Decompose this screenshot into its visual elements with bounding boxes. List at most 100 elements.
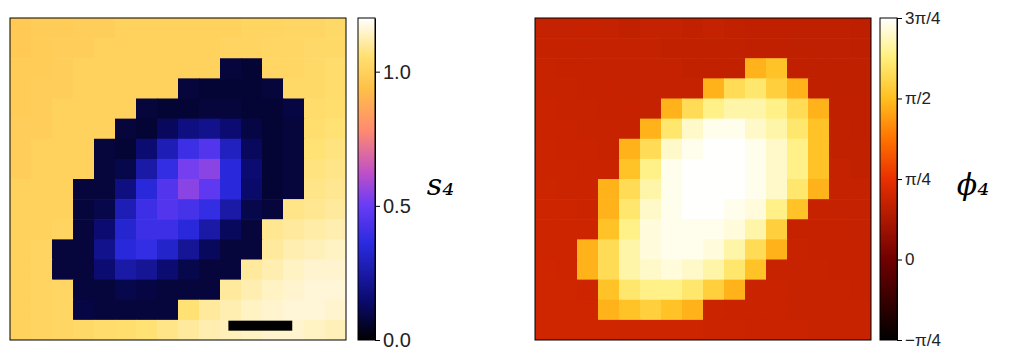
cell [94, 239, 116, 260]
cell [52, 78, 74, 99]
tick-label: −π/4 [905, 331, 941, 350]
cell [766, 239, 788, 260]
cell [682, 159, 704, 180]
cell [703, 18, 725, 39]
cell [661, 199, 683, 220]
cell [808, 139, 830, 160]
cell [850, 78, 871, 99]
cell [31, 300, 53, 321]
cell [199, 139, 221, 160]
cell [787, 260, 809, 281]
cell [31, 58, 53, 79]
colorbar-label: s₄ [427, 167, 454, 202]
cell [766, 99, 788, 120]
cell [325, 260, 346, 281]
cell [556, 18, 578, 39]
cell [157, 18, 179, 39]
cell [10, 260, 32, 281]
cells [535, 18, 871, 340]
cell [703, 219, 725, 240]
cell [220, 300, 242, 321]
cell [157, 78, 179, 99]
cell [157, 38, 179, 59]
cell [262, 300, 284, 321]
panel: −π/40π/4π/23π/4ϕ₄ [535, 9, 989, 350]
cell [262, 119, 284, 140]
cell [283, 179, 305, 200]
cell [10, 280, 32, 301]
cell [556, 260, 578, 281]
cell [598, 179, 620, 200]
cell [577, 119, 599, 140]
cell [745, 239, 767, 260]
cell [220, 159, 242, 180]
cell [52, 280, 74, 301]
cell [10, 320, 32, 340]
cell [724, 300, 746, 321]
cell [535, 139, 557, 160]
cell [577, 159, 599, 180]
cell [640, 38, 662, 59]
cell [325, 58, 346, 79]
tick-label: 0.5 [383, 195, 411, 217]
cell [556, 239, 578, 260]
cell [52, 38, 74, 59]
cell [640, 320, 662, 340]
cell [325, 219, 346, 240]
cell [325, 179, 346, 200]
cell [136, 260, 158, 281]
cell [136, 159, 158, 180]
colorbar-tick: 3π/4 [897, 9, 940, 28]
cell [304, 280, 326, 301]
cell [703, 78, 725, 99]
cell [577, 320, 599, 340]
cell [325, 159, 346, 180]
tick-mark [375, 340, 380, 341]
cell [703, 99, 725, 120]
cell [535, 280, 557, 301]
cell [304, 58, 326, 79]
cell [31, 159, 53, 180]
cell [850, 99, 871, 120]
cell [241, 99, 263, 120]
cell [535, 219, 557, 240]
cell [766, 18, 788, 39]
cell [640, 199, 662, 220]
cell [199, 219, 221, 240]
cell [661, 219, 683, 240]
cell [535, 179, 557, 200]
cell [808, 199, 830, 220]
cell [829, 119, 851, 140]
cell [598, 159, 620, 180]
cell [283, 280, 305, 301]
cell [535, 78, 557, 99]
cell [787, 239, 809, 260]
cell [682, 280, 704, 301]
cell [199, 179, 221, 200]
cell [682, 199, 704, 220]
cell [304, 99, 326, 120]
cell [598, 99, 620, 120]
cell [829, 99, 851, 120]
tick-label: 0.0 [383, 329, 411, 351]
cell [52, 159, 74, 180]
cell [787, 58, 809, 79]
cell [661, 139, 683, 160]
cell [703, 159, 725, 180]
cell [94, 58, 116, 79]
cell [661, 320, 683, 340]
cell [724, 139, 746, 160]
cell [94, 18, 116, 39]
cell [304, 300, 326, 321]
cell [178, 219, 200, 240]
cell [745, 18, 767, 39]
cell [640, 219, 662, 240]
cell [31, 280, 53, 301]
cell [73, 159, 95, 180]
tick-label: π/4 [905, 170, 931, 189]
cell [262, 199, 284, 220]
cell [283, 78, 305, 99]
cell [766, 119, 788, 140]
cell [52, 18, 74, 39]
cell [241, 199, 263, 220]
